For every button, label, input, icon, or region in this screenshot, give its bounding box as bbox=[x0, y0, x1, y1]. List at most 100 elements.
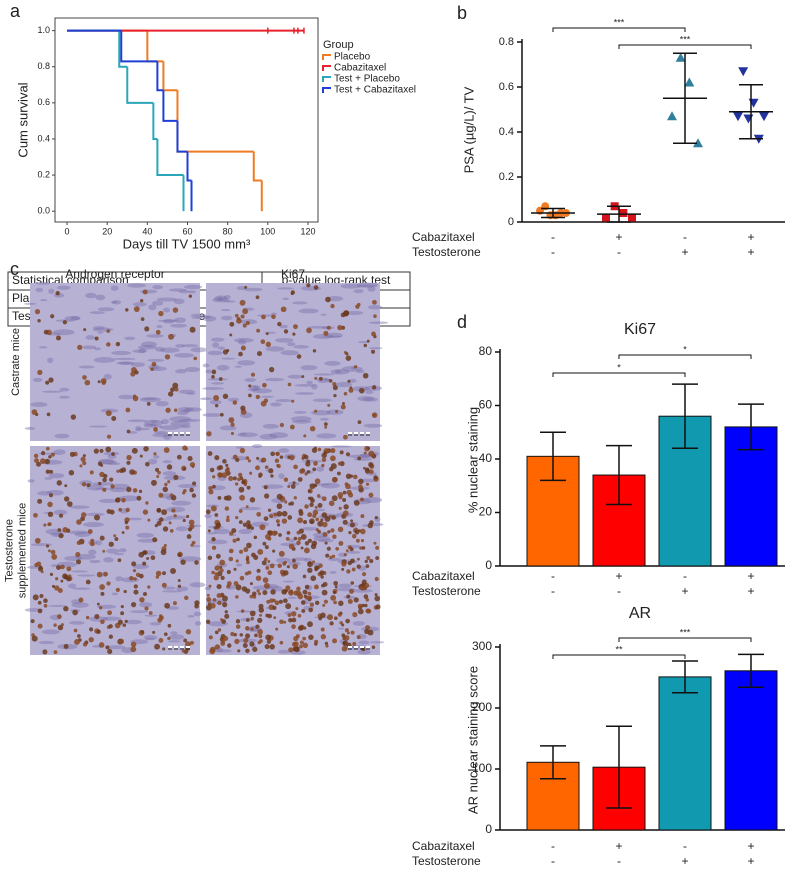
survival-step bbox=[176, 120, 188, 153]
legend-swatch bbox=[322, 87, 331, 93]
nucleus bbox=[300, 600, 306, 605]
x-tick-label: 40 bbox=[142, 226, 152, 236]
nucleus bbox=[310, 520, 314, 524]
tissue-fiber bbox=[353, 457, 372, 461]
nucleus bbox=[372, 413, 376, 417]
tissue-fiber bbox=[357, 341, 370, 344]
y-tick-label: 0.2 bbox=[37, 169, 50, 179]
tissue-fiber bbox=[166, 606, 180, 610]
nucleus bbox=[264, 545, 269, 550]
condition-value: - bbox=[617, 854, 621, 868]
tissue-fiber bbox=[88, 549, 97, 555]
nucleus bbox=[317, 520, 324, 527]
data-point bbox=[743, 114, 754, 124]
nucleus bbox=[86, 483, 91, 488]
nucleus bbox=[270, 474, 274, 478]
panel-letter: c bbox=[10, 259, 19, 279]
nucleus bbox=[158, 310, 164, 317]
nucleus bbox=[270, 589, 276, 595]
nucleus bbox=[53, 650, 58, 654]
tissue-fiber bbox=[24, 302, 37, 305]
tissue-fiber bbox=[110, 285, 119, 292]
nucleus bbox=[75, 551, 81, 558]
tissue-fiber bbox=[369, 641, 385, 644]
nucleus bbox=[99, 584, 106, 591]
nucleus bbox=[100, 619, 105, 625]
nucleus bbox=[262, 541, 267, 546]
tissue-fiber bbox=[212, 297, 230, 303]
nucleus bbox=[206, 431, 212, 437]
nucleus bbox=[299, 644, 303, 649]
nucleus bbox=[235, 619, 241, 624]
tissue-fiber bbox=[162, 586, 176, 590]
nucleus bbox=[326, 614, 333, 621]
nucleus bbox=[355, 304, 360, 309]
nucleus bbox=[303, 547, 310, 554]
nucleus bbox=[373, 541, 377, 545]
condition-value: + bbox=[747, 839, 754, 853]
nucleus bbox=[323, 330, 329, 336]
nucleus bbox=[288, 617, 293, 623]
error-bar bbox=[607, 205, 631, 223]
tissue-fiber bbox=[128, 431, 138, 434]
nucleus bbox=[330, 528, 335, 533]
nucleus bbox=[328, 379, 333, 383]
nucleus bbox=[192, 481, 197, 486]
nucleus bbox=[371, 331, 376, 337]
tissue-fiber bbox=[275, 399, 292, 403]
tissue-fiber bbox=[193, 611, 202, 617]
tissue-fiber bbox=[191, 316, 208, 320]
nucleus bbox=[326, 325, 331, 330]
nucleus bbox=[342, 310, 349, 317]
nucleus bbox=[281, 510, 288, 517]
nucleus bbox=[337, 471, 341, 476]
nucleus bbox=[279, 619, 284, 624]
nucleus bbox=[237, 649, 241, 653]
tissue-fiber bbox=[129, 610, 149, 614]
nucleus bbox=[267, 560, 271, 563]
nucleus bbox=[360, 514, 365, 519]
nucleus bbox=[287, 515, 293, 520]
nucleus bbox=[364, 559, 368, 564]
tissue-fiber bbox=[70, 316, 80, 321]
nucleus bbox=[320, 575, 324, 579]
condition-value: + bbox=[681, 245, 688, 259]
tissue-fiber bbox=[316, 433, 337, 439]
nucleus bbox=[214, 630, 219, 635]
nucleus bbox=[268, 468, 274, 474]
nucleus bbox=[374, 516, 378, 520]
nucleus bbox=[222, 393, 229, 400]
nucleus bbox=[340, 404, 346, 410]
nucleus bbox=[85, 579, 91, 585]
tissue-fiber bbox=[110, 483, 130, 490]
tissue-fiber bbox=[78, 365, 95, 369]
tissue-fiber bbox=[171, 500, 192, 506]
nucleus bbox=[206, 597, 212, 602]
nucleus bbox=[187, 456, 193, 462]
nucleus bbox=[130, 641, 137, 648]
tissue-fiber bbox=[152, 432, 170, 438]
nucleus bbox=[294, 646, 300, 653]
nucleus bbox=[85, 615, 90, 620]
nucleus bbox=[106, 581, 111, 586]
nucleus bbox=[87, 529, 93, 535]
survival-step bbox=[156, 138, 184, 177]
nucleus bbox=[320, 518, 324, 522]
nucleus bbox=[266, 599, 271, 604]
nucleus bbox=[213, 574, 220, 581]
nucleus bbox=[249, 471, 253, 475]
nucleus bbox=[366, 556, 371, 560]
nucleus bbox=[247, 459, 251, 463]
nucleus bbox=[232, 538, 237, 543]
nucleus bbox=[108, 624, 113, 629]
condition-value: - bbox=[617, 584, 621, 598]
tissue-fiber bbox=[143, 423, 153, 427]
y-tick-label: 0 bbox=[485, 558, 492, 572]
nucleus bbox=[57, 587, 63, 594]
condition-value: + bbox=[747, 854, 754, 868]
x-tick-label: 20 bbox=[102, 226, 112, 236]
nucleus bbox=[115, 497, 121, 503]
nucleus bbox=[164, 354, 171, 360]
tissue-fiber bbox=[136, 532, 154, 538]
tissue-fiber bbox=[89, 425, 108, 428]
